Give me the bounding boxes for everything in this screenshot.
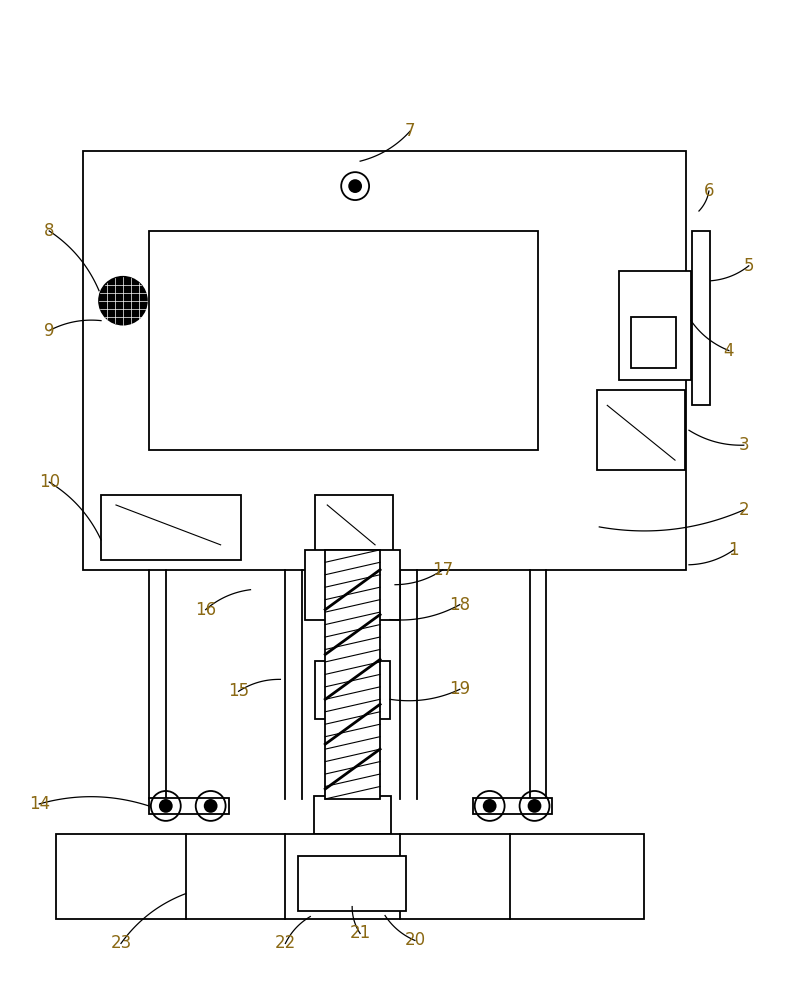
Bar (325, 550, 380, 799)
Bar (149, 798, 228, 814)
Circle shape (160, 800, 172, 812)
Bar (149, 231, 538, 450)
Text: 4: 4 (723, 342, 734, 360)
Text: 1: 1 (729, 541, 739, 559)
Bar (101, 495, 240, 560)
Bar (473, 798, 553, 814)
Circle shape (484, 800, 496, 812)
Text: 5: 5 (744, 257, 754, 275)
Text: 19: 19 (449, 680, 470, 698)
Text: 23: 23 (110, 934, 132, 952)
Text: 6: 6 (703, 182, 714, 200)
Bar (56, 834, 644, 919)
Bar (83, 151, 686, 570)
Bar (597, 390, 685, 470)
Text: 20: 20 (404, 931, 426, 949)
Text: 17: 17 (432, 561, 454, 579)
Text: 3: 3 (738, 436, 749, 454)
Text: 8: 8 (44, 222, 55, 240)
Bar (316, 661, 390, 719)
Bar (619, 271, 691, 380)
Bar (298, 856, 406, 911)
Text: 2: 2 (738, 501, 749, 519)
Text: 21: 21 (350, 924, 371, 942)
Circle shape (99, 277, 147, 325)
Text: 22: 22 (274, 934, 296, 952)
Text: 10: 10 (39, 473, 59, 491)
Bar (631, 317, 676, 368)
Bar (305, 550, 400, 620)
Text: 14: 14 (29, 795, 50, 813)
Text: 18: 18 (449, 596, 470, 614)
Text: 9: 9 (44, 322, 55, 340)
Bar (692, 231, 710, 405)
Bar (316, 495, 393, 560)
Circle shape (205, 800, 216, 812)
Text: 7: 7 (404, 122, 416, 140)
Circle shape (529, 800, 541, 812)
Circle shape (349, 180, 361, 192)
Text: 15: 15 (228, 682, 249, 700)
Text: 16: 16 (195, 601, 216, 619)
Bar (314, 796, 391, 834)
